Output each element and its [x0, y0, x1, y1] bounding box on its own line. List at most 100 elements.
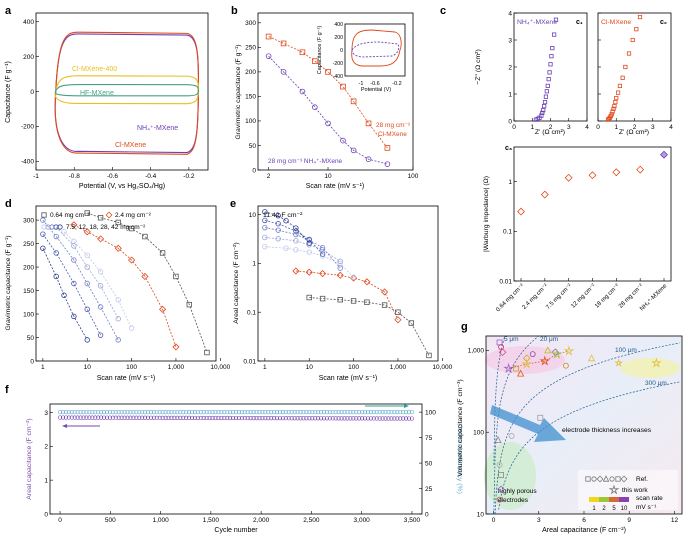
panel-label-e: e: [230, 198, 236, 210]
panel-f-ce-point: [313, 410, 318, 415]
panel-f-cap-point: [280, 416, 286, 421]
panel-f-ce-point: [406, 410, 412, 415]
this-work-star: [651, 357, 662, 368]
panel-f-ce-point: [213, 410, 218, 415]
ref-point: [563, 362, 569, 369]
panel-f-ce-point: [233, 410, 239, 415]
this-work-star: [521, 358, 533, 369]
legend-marker-multi: [45, 224, 51, 230]
panel-c2-point: [626, 51, 632, 56]
panel-d-point: [61, 292, 67, 298]
ref-point: [494, 436, 502, 444]
panel-f-ce-point: [336, 410, 341, 415]
panel-c2-point: [613, 100, 618, 105]
thickness-100: 100 μm: [615, 347, 637, 354]
panel-label-a: a: [5, 5, 12, 17]
panel-f-ce-point: [248, 410, 253, 415]
panel-c1-y-tick: 3: [508, 37, 512, 44]
panel-f-ce-point: [186, 410, 192, 415]
panel-d-point: [53, 273, 59, 280]
panel-f-cap-point: [175, 415, 180, 420]
panel-d-point: [97, 215, 104, 221]
panel-b-point: [299, 49, 306, 56]
panel-f-cap-point: [392, 416, 397, 421]
panel-e-point: [306, 240, 312, 246]
panel-f-cap-point: [140, 415, 145, 420]
panel-f-ylabel-right: Coulomb efficiency (%): [456, 424, 463, 494]
panel-d-point: [97, 235, 105, 243]
panel-e-point: [336, 271, 344, 279]
panel-c2-point: [623, 64, 628, 70]
panel-f-ce-point: [195, 410, 200, 415]
panel-f-ce-point: [269, 410, 274, 415]
panel-d-point: [159, 250, 166, 256]
ref-point: [529, 351, 536, 358]
panel-f-cap-point: [184, 415, 189, 421]
legend-24: 2.4 mg cm⁻²: [115, 212, 152, 219]
panel-f-cap-point: [93, 415, 98, 420]
cv-curve-2: [54, 75, 199, 105]
panel-f-cap-point: [131, 415, 136, 420]
panel-f-x-tick: 3,000: [354, 517, 371, 524]
panel-f-cap-point: [207, 415, 212, 421]
panel-c2-x-tick: 4: [669, 124, 673, 131]
panel-f-ce-point: [154, 410, 159, 415]
panel-f-ce-point: [316, 410, 321, 415]
panel-c3-sublabel: c₃: [505, 145, 512, 152]
cv-label-nh4: NH₄⁺-MXene: [137, 125, 178, 132]
panel-d-series-line: [73, 224, 177, 348]
panel-f-cap-point: [122, 415, 127, 420]
scale-bar-value: 10: [621, 506, 628, 512]
panel-f-cap-point: [219, 415, 224, 421]
panel-f-ce-point: [230, 410, 236, 415]
panel-f-cap-point: [186, 415, 192, 421]
panel-e-x-tick: 1: [263, 364, 267, 371]
panel-b-point: [265, 33, 272, 40]
panel-c1-point: [546, 77, 551, 82]
panel-f-ce-point: [142, 410, 148, 415]
panel-f-ce-point: [96, 410, 101, 415]
panel-f-cap-arrowhead: [62, 424, 67, 428]
panel-e-point: [262, 224, 268, 231]
panel-f-cap-point: [286, 416, 291, 421]
panel-c2-point: [610, 109, 615, 114]
panel-f-cap-point: [316, 416, 321, 421]
panel-f-ce-point: [116, 410, 121, 415]
panel-f-ce-point: [321, 410, 327, 415]
panel-b-point: [340, 83, 346, 90]
panel-f-cap-point: [251, 415, 256, 421]
panel-f-ce-point: [219, 410, 224, 415]
panel-f-cap-point: [110, 415, 115, 420]
panel-f-ce-point: [137, 410, 142, 415]
panel-c1-point: [552, 32, 557, 37]
cv-label-cl: Cl-MXene: [115, 142, 146, 149]
panel-b-point: [325, 120, 331, 127]
legend-ref-marker: [609, 476, 615, 482]
panel-f-ce-point: [245, 410, 250, 415]
panel-f-ce-point: [236, 410, 242, 415]
panel-c2-sublabel: c₂: [660, 19, 667, 26]
ref-point: [498, 348, 507, 357]
panel-f-ce-point: [104, 410, 110, 415]
panel-f-cap-point: [245, 415, 250, 421]
panel-f-cap-point: [137, 415, 142, 420]
panel-d-xlabel: Scan rate (mV s⁻¹): [97, 375, 156, 382]
panel-c1-point: [540, 110, 545, 115]
panel-b-point: [365, 120, 372, 127]
panel-b-frame: [257, 12, 414, 171]
panel-f-ce-point: [131, 410, 136, 415]
panel-f-cap-point: [216, 415, 221, 421]
panel-e-series-line: [264, 220, 323, 255]
ref-point: [587, 354, 596, 362]
panel-d-x-tick: 100: [126, 364, 137, 371]
panel-f-cap-point: [406, 416, 412, 421]
panel-f-ce-point: [298, 410, 303, 415]
panel-f-cap-point: [359, 416, 365, 421]
ref-point: [517, 369, 525, 377]
ref-point: [508, 433, 515, 439]
panel-d-x-tick: 10,000: [210, 364, 230, 371]
panel-d-point: [84, 252, 90, 259]
panel-f-x-tick: 1,000: [152, 517, 169, 524]
panel-e-point: [275, 212, 281, 219]
panel-e-point: [395, 309, 401, 315]
